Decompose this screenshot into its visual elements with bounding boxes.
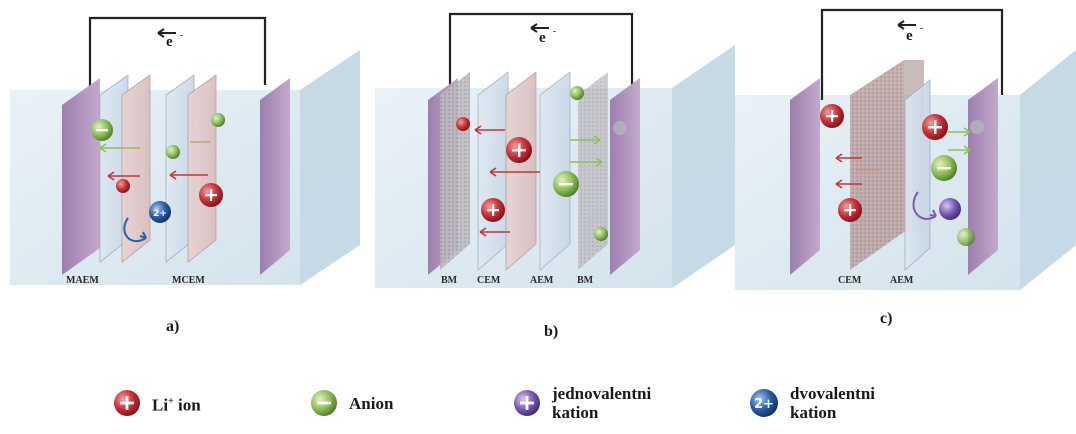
svg-text:-: - — [553, 26, 556, 36]
electron-label-c: e — [906, 28, 913, 44]
legend-label-anion: Anion — [349, 393, 394, 413]
svg-text:-: - — [920, 23, 923, 33]
panel-label-c: c) — [880, 310, 892, 327]
membrane-label-c-2: AEM — [890, 275, 914, 286]
legend-label-divalent: dvovalentni — [790, 384, 876, 403]
svg-text:-: - — [180, 30, 183, 40]
membrane-label-c-1: CEM — [838, 275, 862, 286]
legend-label-li-ion: ion — [173, 395, 201, 415]
legend-item-divalent-cation: 2+ dvovalentni kation — [748, 384, 875, 422]
legend-label-monovalent-2: kation — [552, 403, 599, 422]
electron-label-b: e — [539, 30, 546, 46]
membrane-label-a-2: MCEM — [172, 275, 205, 286]
membrane-label-b-4: BM — [577, 275, 594, 286]
divalent-cation-icon: 2+ — [750, 389, 778, 417]
legend-label-li-sup: + — [168, 395, 174, 407]
panel-label-b: b) — [544, 323, 558, 340]
legend-label-li: Li — [152, 395, 169, 415]
panel-b: e - BM CEM AEM BM b) — [375, 12, 735, 340]
li-ion-icon — [114, 390, 140, 416]
panel-c: e - CEM AEM c) — [735, 8, 1076, 327]
legend-item-anion: Anion — [309, 388, 393, 418]
svg-text:2+: 2+ — [754, 397, 774, 412]
legend-item-li-ion: Li+ ion — [112, 388, 201, 418]
monovalent-cation-icon — [514, 390, 540, 416]
electrode-right-a — [260, 78, 290, 275]
electron-label-a: e — [166, 34, 173, 50]
legend-label-monovalent: jednovalentni — [552, 384, 652, 403]
membrane-label-b-2: CEM — [477, 275, 501, 286]
legend-label-divalent-2: kation — [790, 403, 837, 422]
panel-label-a: a) — [166, 318, 179, 335]
membrane-label-a-1: MAEM — [66, 275, 99, 286]
legend: Li+ ion Anion jednovalentni kation 2+ dv… — [0, 372, 1076, 434]
panel-a: e - 2+ MAEM MCEM a) — [10, 16, 360, 335]
membrane-label-b-3: AEM — [530, 275, 554, 286]
electrode-left-a — [62, 78, 100, 275]
svg-text:2+: 2+ — [153, 209, 167, 219]
legend-item-monovalent-cation: jednovalentni kation — [512, 384, 651, 422]
membrane-label-b-1: BM — [441, 275, 458, 286]
anion-icon — [311, 390, 337, 416]
